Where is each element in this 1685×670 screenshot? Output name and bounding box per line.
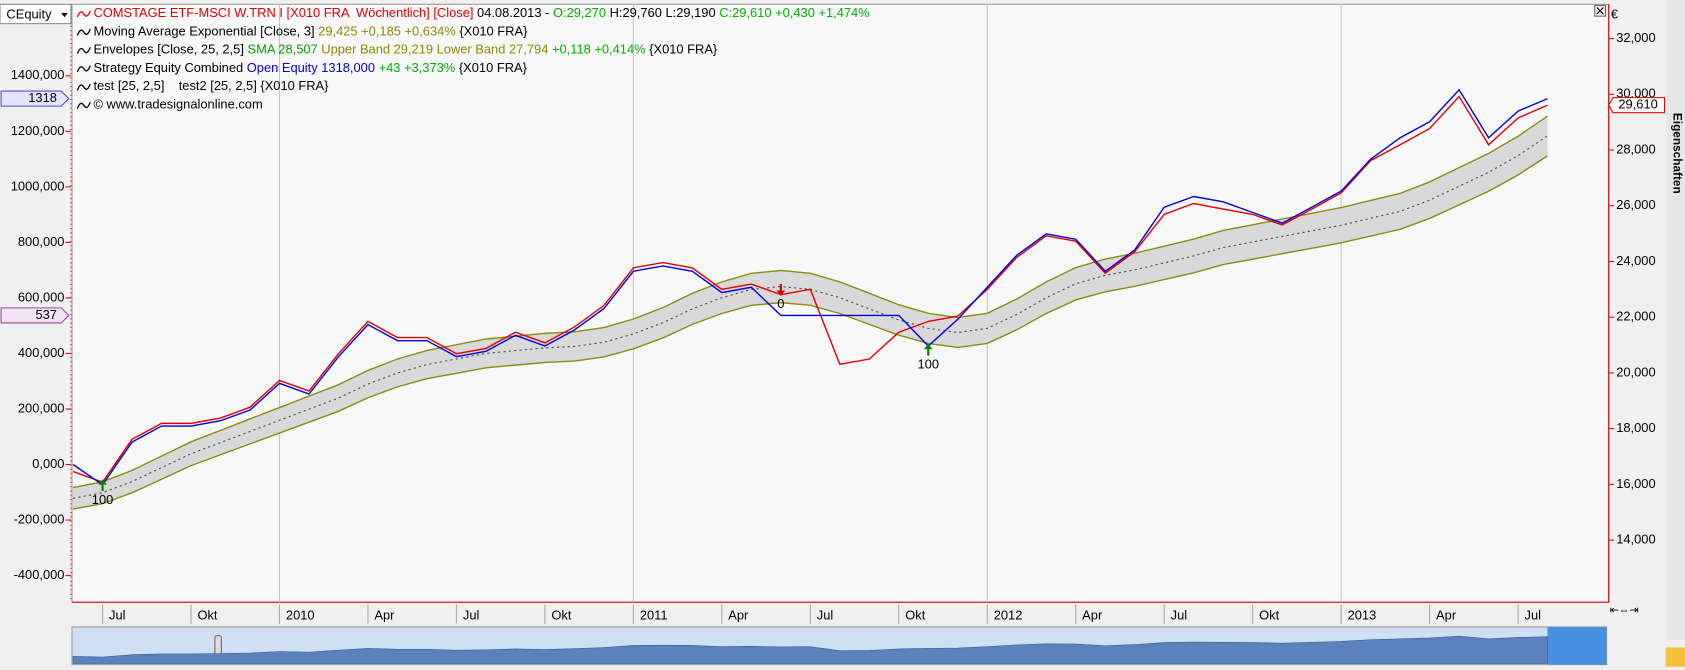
- legend-icon: [76, 47, 91, 55]
- x-tick-label: 2011: [640, 608, 668, 623]
- y2-tick-label: 20,000: [1616, 364, 1655, 379]
- x-tick-label: Apr: [728, 608, 749, 623]
- value-marker-label: 1318: [28, 90, 57, 105]
- scroll-arrows[interactable]: ⇤⇔⇥: [1610, 605, 1639, 617]
- x-tick-label: Okt: [1259, 608, 1279, 623]
- legend-part: 29,425 +0,185 +0,634%: [315, 24, 456, 39]
- legend-entry: Strategy Equity Combined Open Equity 131…: [93, 60, 527, 75]
- legend-icon: [76, 101, 91, 109]
- y-tick-label: 800,000: [18, 234, 65, 249]
- trade-arrow: [776, 284, 786, 296]
- legend-part: Upper Band 29,219 Lower Band 27,794: [318, 42, 549, 57]
- legend-part: Envelopes [Close, 25, 2,5]: [93, 42, 243, 57]
- y2-tick-label: 18,000: [1616, 420, 1655, 435]
- x-tick-label: Apr: [1082, 608, 1103, 623]
- x-tick-label: Apr: [374, 608, 395, 623]
- y-tick-label: 600,000: [18, 289, 65, 304]
- value-marker: [0, 307, 70, 324]
- x-tick-label: Jul: [1171, 608, 1187, 623]
- legend-part: {X010 FRA}: [456, 24, 528, 39]
- series-line: [72, 115, 1548, 489]
- x-tick-label: Okt: [905, 608, 925, 623]
- trade-label: 100: [918, 357, 940, 372]
- y-tick-label: 0,000: [32, 456, 64, 471]
- series-line: [72, 155, 1548, 510]
- legend-part: {X010 FRA}: [455, 60, 527, 75]
- trade-label: 100: [92, 492, 114, 507]
- legend-entry: Moving Average Exponential [Close, 3] 29…: [93, 24, 528, 39]
- legend-part: SMA 28,507: [244, 42, 318, 57]
- legend-part: {X010 FRA}: [646, 42, 718, 57]
- x-tick-label: 2012: [994, 608, 1023, 623]
- side-tab[interactable]: Eigenschaften: [1670, 113, 1684, 194]
- legend-entry: © www.tradesignalonline.com: [93, 97, 262, 112]
- value-marker: [0, 90, 70, 107]
- y-tick-label: 1400,000: [11, 67, 65, 82]
- y2-tick-label: 28,000: [1616, 141, 1655, 156]
- legend-part: H:29,760 L:29,190: [606, 5, 719, 20]
- navigator-area: [72, 635, 1548, 664]
- legend-part: O:29,270: [553, 5, 606, 20]
- y-tick-label: 200,000: [18, 400, 65, 415]
- y-tick-label: -400,000: [14, 567, 65, 582]
- legend-part: +43 +3,373%: [375, 60, 455, 75]
- y-tick-label: 400,000: [18, 345, 65, 360]
- x-tick-label: Jul: [463, 608, 479, 623]
- trade-arrow: [98, 479, 107, 492]
- selector-label[interactable]: CEquity: [6, 6, 52, 21]
- legend-part: +0,118 +0,414%: [548, 42, 645, 57]
- x-tick-label: Apr: [1436, 608, 1457, 623]
- y2-tick-label: 30,000: [1616, 86, 1655, 101]
- x-tick-label: Okt: [551, 608, 571, 623]
- legend-entry: COMSTAGE ETF-MSCI W.TRN I [X010 FRA Wöch…: [93, 5, 869, 20]
- legend-part: © www.tradesignalonline.com: [93, 97, 262, 112]
- legend-part: COMSTAGE ETF-MSCI W.TRN I [X010 FRA Wöch…: [93, 5, 473, 20]
- x-tick-label: 2013: [1348, 608, 1377, 623]
- legend-part: Open Equity 1318,000: [243, 60, 375, 75]
- legend-icon: [76, 10, 91, 18]
- x-tick-label: Jul: [1525, 608, 1541, 623]
- legend-entry: Envelopes [Close, 25, 2,5] SMA 28,507 Up…: [93, 42, 717, 57]
- series-line: [72, 95, 1548, 483]
- y2-tick-label: 14,000: [1616, 532, 1655, 547]
- y2-tick-label: 26,000: [1616, 197, 1655, 212]
- y2-tick-label: 22,000: [1616, 309, 1655, 324]
- value-marker: [1608, 97, 1666, 114]
- navigator-handle[interactable]: [214, 635, 222, 656]
- legend-icon: [76, 83, 91, 91]
- legend-part: C:29,610 +0,430 +1,474%: [719, 5, 869, 20]
- legend-part: Strategy Equity Combined: [93, 60, 243, 75]
- legend-part: 04.08.2013 -: [473, 5, 553, 20]
- selector[interactable]: [0, 3, 72, 25]
- value-marker-label: 29,610: [1618, 97, 1657, 112]
- y2-tick-label: 24,000: [1616, 253, 1655, 268]
- y2-tick-label: 32,000: [1616, 30, 1655, 45]
- legend-icon: [76, 28, 91, 36]
- y2-tick-label: 16,000: [1616, 476, 1655, 491]
- navigator-right: [1547, 626, 1607, 665]
- x-tick-label: Okt: [197, 608, 217, 623]
- selector-arrow[interactable]: [61, 12, 68, 18]
- value-marker-label: 537: [35, 307, 57, 322]
- y-tick-label: 1200,000: [11, 123, 65, 138]
- x-tick-label: Jul: [817, 608, 833, 623]
- y-tick-label: -200,000: [14, 511, 65, 526]
- legend-icon: [76, 65, 91, 73]
- legend-part: test2 [25, 2,5] {X010 FRA}: [164, 79, 329, 94]
- close-icon[interactable]: [1596, 7, 1604, 15]
- legend-entry: test [25, 2,5] test2 [25, 2,5] {X010 FRA…: [93, 79, 329, 94]
- unit: €: [1611, 6, 1618, 21]
- tool-button[interactable]: [1665, 647, 1685, 667]
- legend-part: test [25, 2,5]: [93, 79, 164, 94]
- y-tick-label: 1000,000: [11, 178, 65, 193]
- trade-arrow: [923, 343, 933, 356]
- side-panel[interactable]: [1666, 0, 1685, 640]
- x-tick-label: Jul: [109, 608, 125, 623]
- x-tick-label: 2010: [286, 608, 315, 623]
- trade-label: 0: [777, 296, 784, 311]
- legend-part: Moving Average Exponential [Close, 3]: [93, 24, 314, 39]
- series-line: [72, 88, 1548, 486]
